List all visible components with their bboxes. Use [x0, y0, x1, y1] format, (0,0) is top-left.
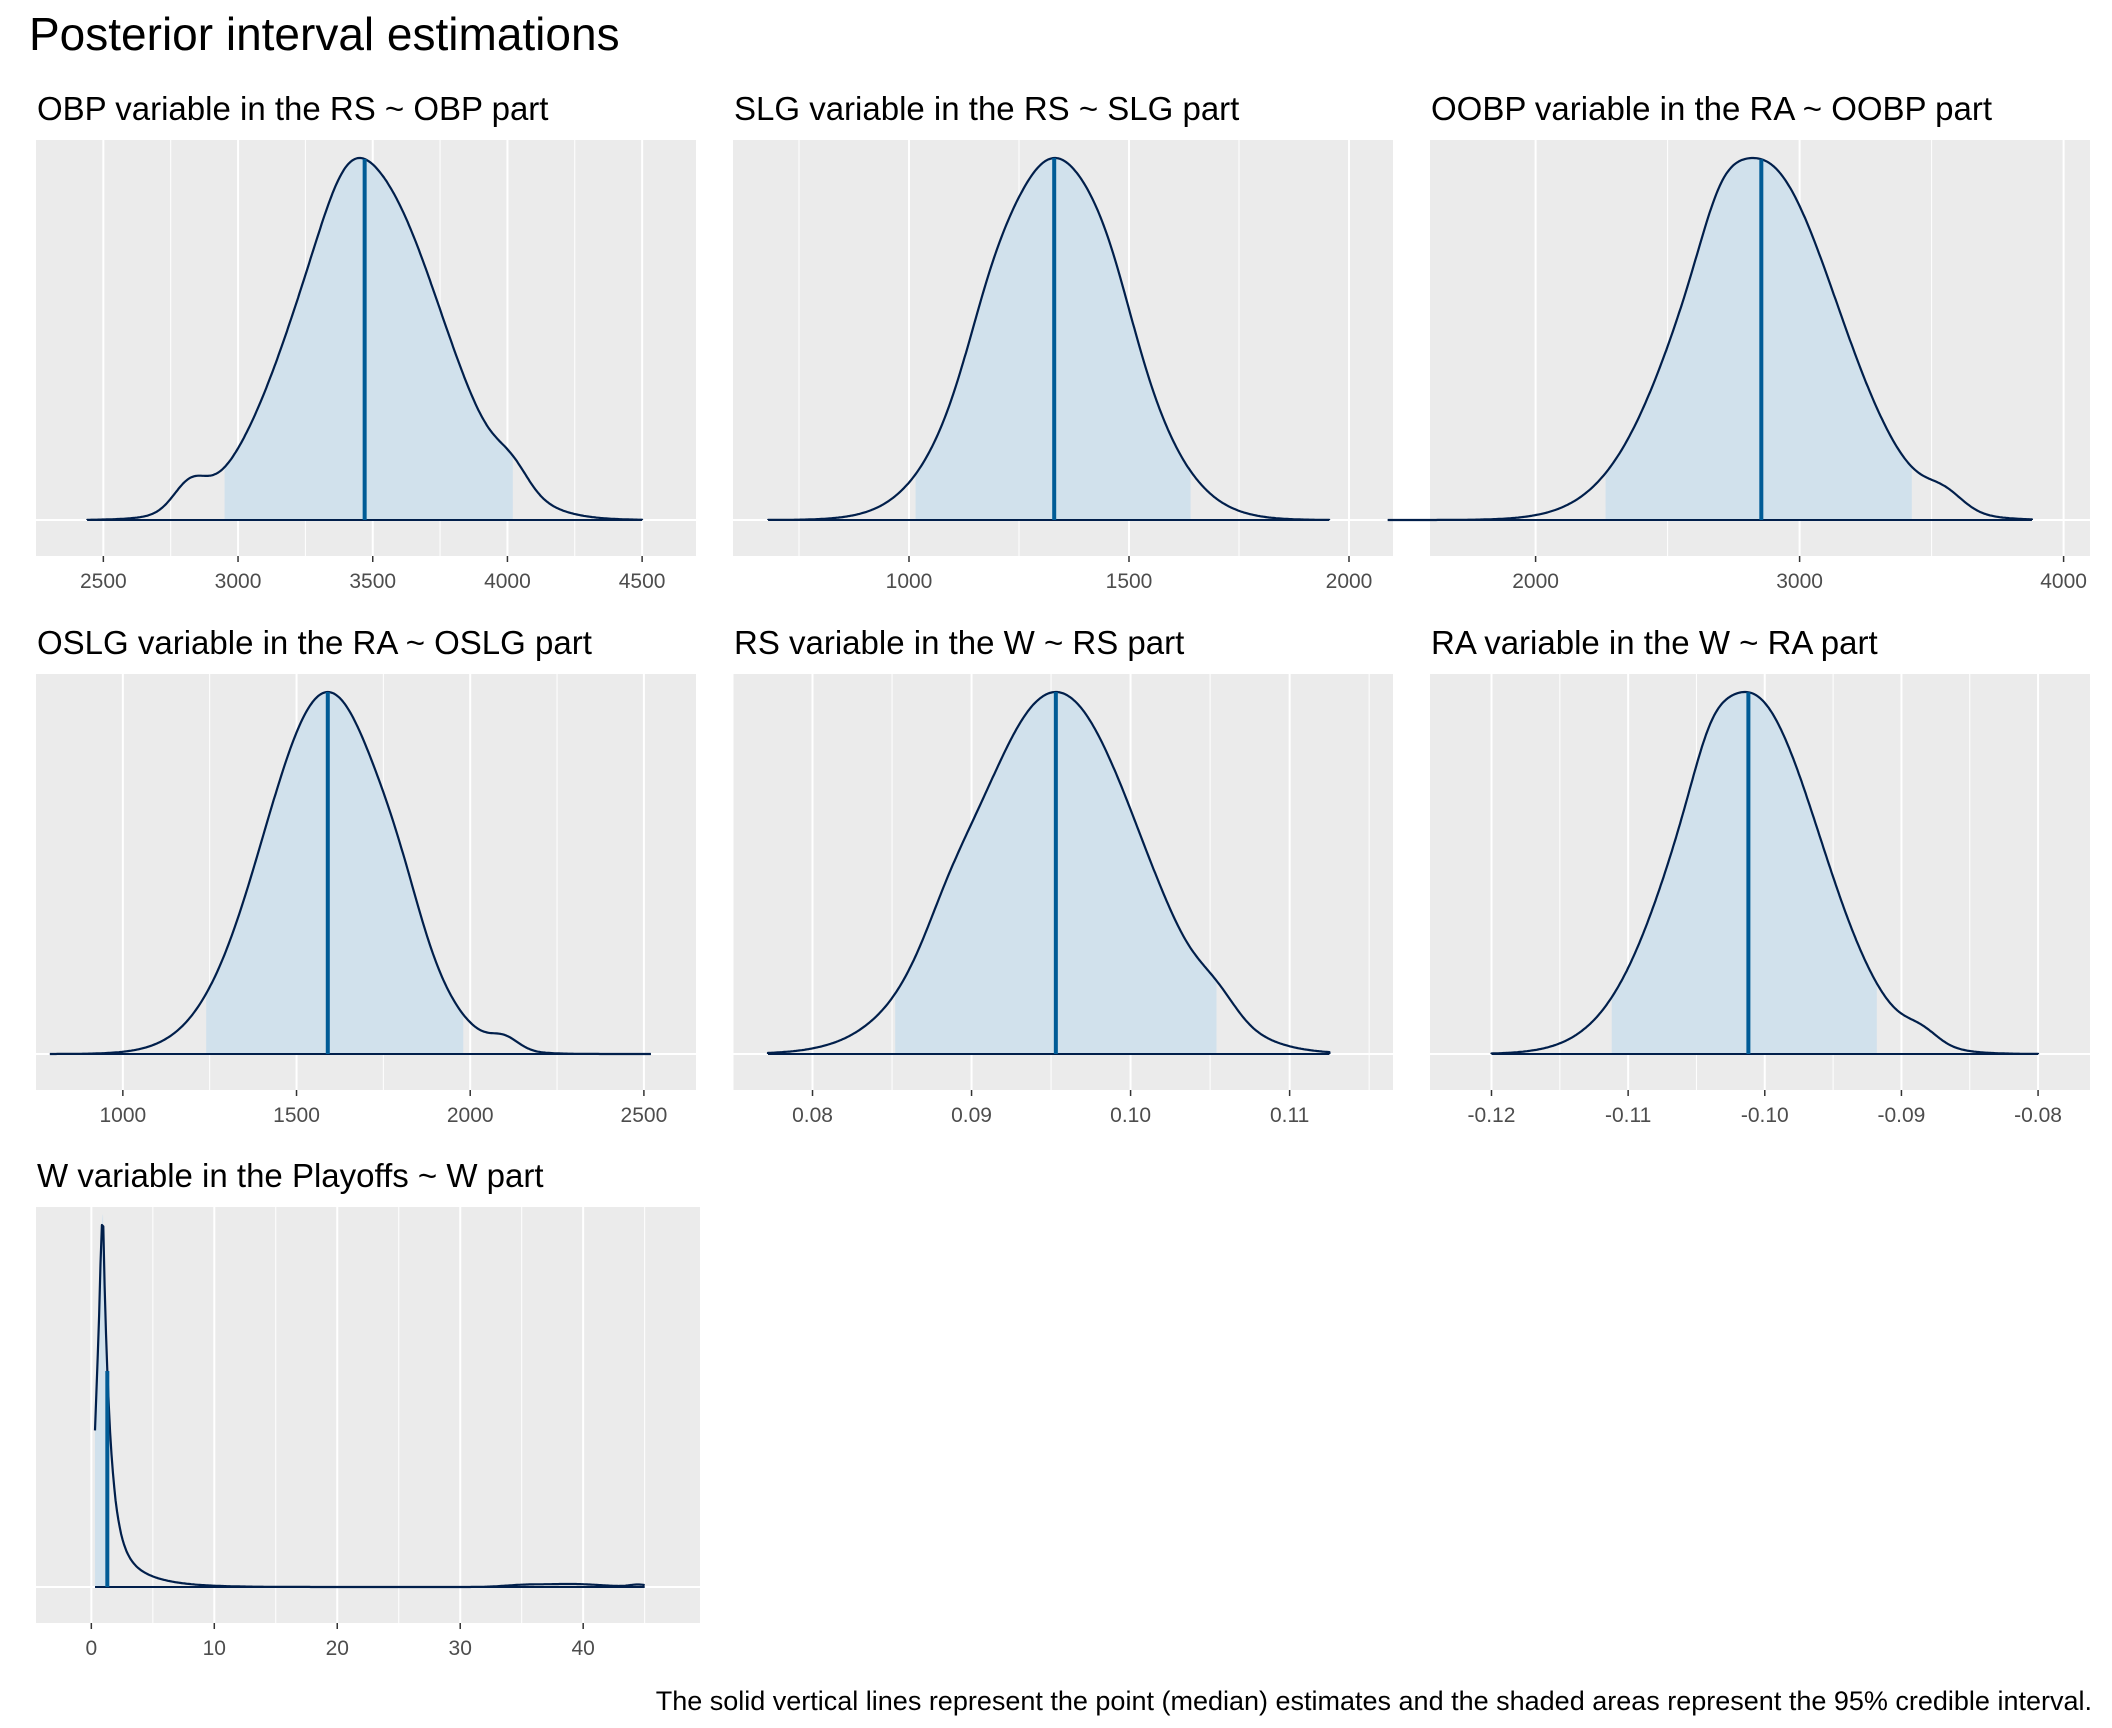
x-tick-label: 0.08	[792, 1104, 833, 1127]
panel-background	[36, 1207, 700, 1623]
x-tick-label: -0.12	[1468, 1104, 1516, 1127]
x-tick-label: -0.10	[1741, 1104, 1789, 1127]
credible-interval-area	[1611, 692, 1877, 1054]
panel-1: OBP variable in the RS ~ OBP part 2500 300…	[36, 90, 696, 593]
x-tick-label: 2500	[621, 1104, 668, 1127]
x-tick-label: 1000	[99, 1104, 146, 1127]
panel-7: W variable in the Playoffs ~ W part 0 10 20…	[36, 1157, 700, 1660]
x-tick-label: 2000	[1512, 570, 1559, 593]
panel-title: RA variable in the W ~ RA part	[1431, 624, 1878, 661]
x-tick-label: 20	[326, 1637, 349, 1660]
x-tick-label: 1500	[273, 1104, 320, 1127]
x-tick-label: 2500	[80, 570, 127, 593]
panel-title: W variable in the Playoffs ~ W part	[37, 1157, 544, 1194]
x-tick-label: 0.10	[1110, 1104, 1151, 1127]
panel-title: OBP variable in the RS ~ OBP part	[37, 90, 548, 127]
page-title: Posterior interval estimations	[29, 8, 620, 60]
density-curve	[86, 156, 644, 521]
credible-interval-area	[1605, 158, 1912, 520]
credible-interval-area	[224, 158, 513, 520]
x-tick-label: -0.11	[1605, 1104, 1651, 1127]
credible-interval-area	[206, 692, 464, 1054]
x-tick-label: 1500	[1106, 570, 1153, 593]
x-tick-label: 0.11	[1270, 1104, 1309, 1127]
panel-5: RS variable in the W ~ RS part 0.08 0.09 0.…	[732, 624, 1393, 1127]
panel-2: SLG variable in the RS ~ SLG part 1000 150…	[733, 90, 1393, 593]
panel-title: OSLG variable in the RA ~ OSLG part	[37, 624, 592, 661]
x-tick-label: 3500	[349, 570, 396, 593]
panel-title: RS variable in the W ~ RS part	[734, 624, 1184, 661]
x-tick-label: -0.08	[2014, 1104, 2062, 1127]
x-tick-label: 1000	[886, 570, 933, 593]
panel-3: OOBP variable in the RA ~ OOBP part 2000 3…	[1386, 90, 2090, 593]
x-tick-label: 2000	[447, 1104, 494, 1127]
panel-6: RA variable in the W ~ RA part -0.12 -0.11…	[1430, 624, 2090, 1127]
density-curve	[1490, 690, 2040, 1055]
density-curve	[766, 690, 1331, 1055]
panel-title: SLG variable in the RS ~ SLG part	[734, 90, 1239, 127]
x-tick-label: 2000	[1326, 570, 1373, 593]
x-tick-label: 3000	[1776, 570, 1823, 593]
x-tick-label: 4000	[2040, 570, 2087, 593]
panel-title: OOBP variable in the RA ~ OOBP part	[1431, 90, 1992, 127]
caption: The solid vertical lines represent the p…	[655, 1686, 2092, 1716]
x-tick-label: 30	[449, 1637, 472, 1660]
x-tick-label: 40	[572, 1637, 595, 1660]
x-tick-label: 4000	[484, 570, 531, 593]
x-tick-label: -0.09	[1877, 1104, 1925, 1127]
panel-4: OSLG variable in the RA ~ OSLG part 1000 1…	[36, 624, 696, 1127]
x-tick-label: 0	[85, 1637, 97, 1660]
x-tick-label: 0.09	[951, 1104, 992, 1127]
density-curve	[767, 156, 1331, 521]
x-tick-label: 10	[203, 1637, 226, 1660]
x-tick-label: 4500	[619, 570, 666, 593]
x-tick-label: 3000	[215, 570, 262, 593]
